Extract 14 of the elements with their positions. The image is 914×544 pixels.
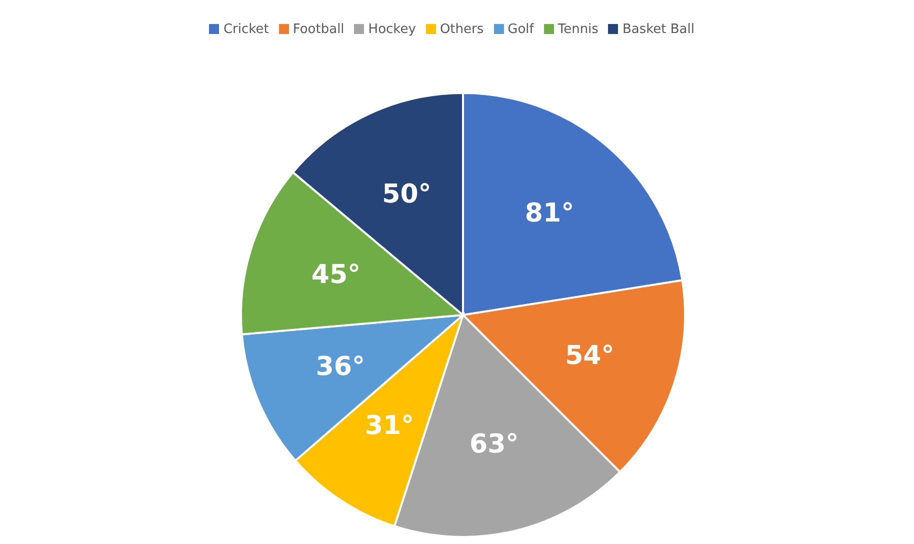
data-label: 45°: [311, 260, 361, 290]
data-label: 63°: [470, 430, 519, 460]
legend-label: Cricket: [223, 22, 269, 37]
data-label: 31°: [364, 411, 414, 442]
data-label: 36°: [316, 352, 365, 382]
legend-label: Others: [440, 22, 484, 37]
data-label: 54°: [565, 341, 614, 372]
legend-label: Football: [292, 22, 344, 37]
legend-label: Golf: [508, 22, 534, 37]
legend-label: Hockey: [368, 22, 416, 37]
legend-label: Tennis: [558, 22, 598, 37]
data-label: 50°: [382, 179, 432, 210]
legend-label: Basket Ball: [622, 22, 694, 37]
data-label: 81°: [524, 198, 574, 229]
